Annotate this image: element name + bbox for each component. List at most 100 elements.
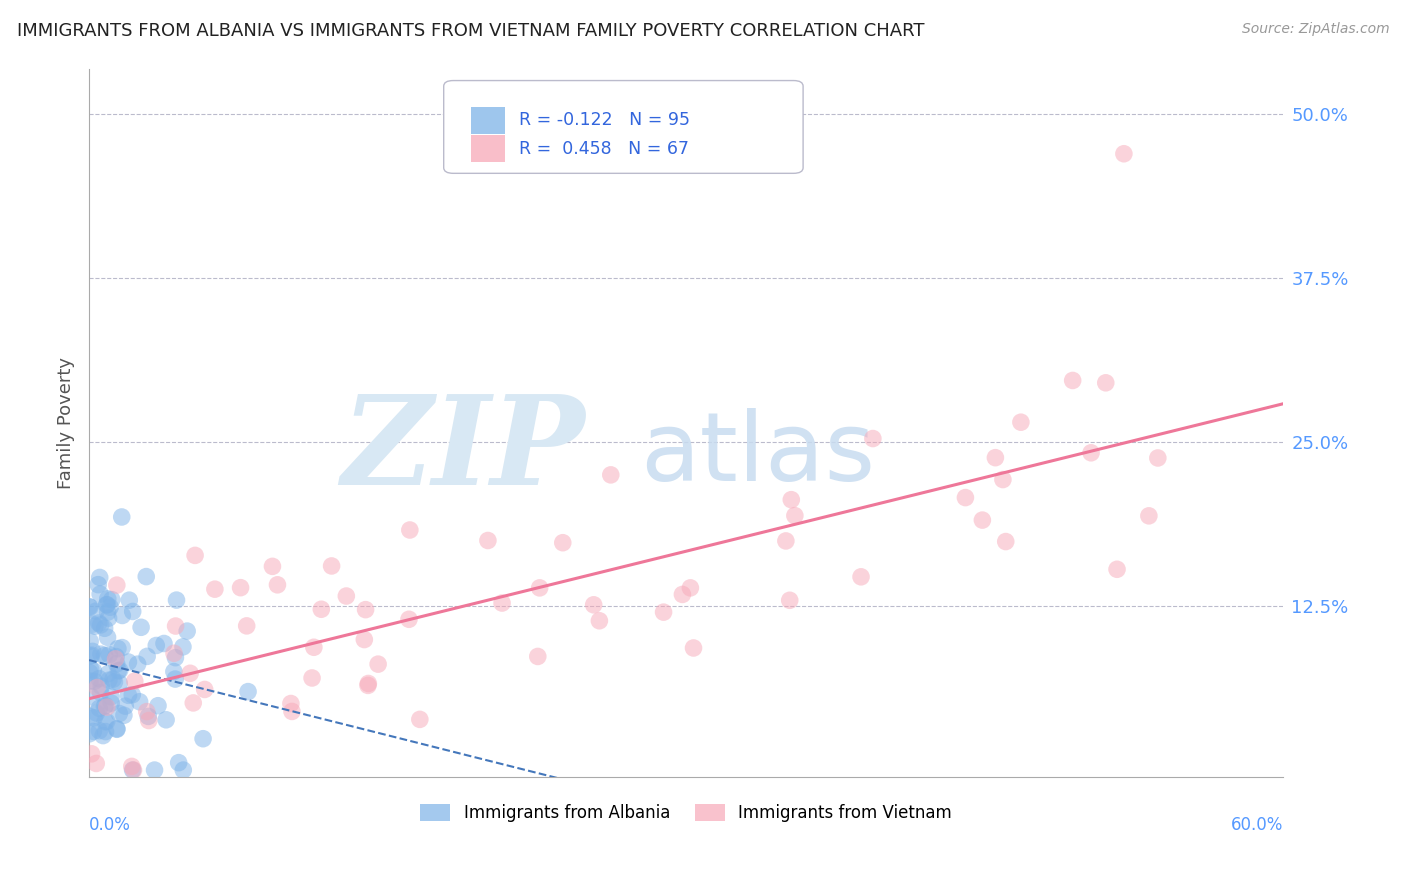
Point: [84, 756, 107, 771]
Point: [87, 577, 110, 591]
Point: [101, 672, 124, 686]
Point: [93, 648, 115, 663]
Point: [321, 558, 343, 573]
Point: [98, 648, 121, 662]
Point: [526, 649, 548, 664]
Legend: Immigrants from Albania, Immigrants from Vietnam: Immigrants from Albania, Immigrants from…: [413, 797, 959, 829]
Point: [97, 611, 120, 625]
Point: [121, 759, 143, 773]
Point: [165, 672, 187, 686]
Text: atlas: atlas: [640, 408, 876, 501]
Point: [87, 615, 110, 630]
Point: [100, 690, 122, 704]
Point: [111, 640, 134, 655]
Point: [588, 614, 610, 628]
Point: [682, 640, 704, 655]
Point: [90, 618, 112, 632]
Point: [105, 723, 128, 737]
Point: [136, 649, 159, 664]
Text: R =  0.458   N = 67: R = 0.458 N = 67: [519, 139, 689, 158]
Text: IMMIGRANTS FROM ALBANIA VS IMMIGRANTS FROM VIETNAM FAMILY POVERTY CORRELATION CH: IMMIGRANTS FROM ALBANIA VS IMMIGRANTS FR…: [17, 22, 924, 40]
Point: [172, 640, 194, 654]
Point: [80, 747, 103, 761]
Point: [281, 705, 304, 719]
Point: [105, 657, 128, 671]
Point: [83, 619, 105, 633]
Point: [79, 665, 101, 680]
Point: [679, 581, 702, 595]
Point: [80, 690, 103, 704]
Point: [357, 678, 380, 692]
Point: [103, 675, 125, 690]
Point: [97, 666, 120, 681]
Point: [96, 598, 118, 612]
Point: [129, 620, 152, 634]
Point: [97, 591, 120, 606]
Point: [96, 714, 118, 729]
Point: [79, 648, 101, 663]
Point: [83, 711, 105, 725]
Point: [167, 756, 190, 770]
Point: [94, 698, 117, 713]
Point: [105, 578, 128, 592]
Point: [235, 619, 257, 633]
Point: [90, 679, 112, 693]
Point: [972, 513, 994, 527]
Point: [1137, 508, 1160, 523]
Point: [86, 706, 108, 720]
Text: Source: ZipAtlas.com: Source: ZipAtlas.com: [1241, 22, 1389, 37]
Point: [367, 657, 389, 672]
Point: [311, 602, 333, 616]
Point: [79, 600, 101, 615]
Point: [108, 706, 131, 721]
Point: [89, 570, 111, 584]
Point: [138, 714, 160, 728]
Point: [491, 596, 513, 610]
Point: [266, 578, 288, 592]
Point: [353, 632, 375, 647]
Text: ZIP: ZIP: [340, 390, 585, 512]
Text: 0.0%: 0.0%: [89, 815, 131, 833]
Point: [82, 644, 104, 658]
Point: [93, 699, 115, 714]
Point: [82, 617, 104, 632]
FancyBboxPatch shape: [444, 80, 803, 173]
Point: [181, 696, 204, 710]
Y-axis label: Family Poverty: Family Poverty: [58, 357, 75, 489]
Point: [118, 593, 141, 607]
Point: [89, 587, 111, 601]
Point: [165, 619, 187, 633]
Point: [80, 662, 103, 676]
Point: [398, 612, 420, 626]
Text: 60.0%: 60.0%: [1230, 815, 1284, 833]
Point: [179, 666, 201, 681]
Point: [93, 621, 115, 635]
Point: [184, 549, 207, 563]
Point: [652, 605, 675, 619]
Point: [955, 491, 977, 505]
Point: [994, 534, 1017, 549]
Point: [862, 432, 884, 446]
Point: [97, 673, 120, 688]
Point: [84, 604, 107, 618]
Point: [301, 671, 323, 685]
Point: [96, 630, 118, 644]
Point: [145, 639, 167, 653]
Point: [153, 636, 176, 650]
Point: [117, 689, 139, 703]
Point: [477, 533, 499, 548]
Point: [101, 592, 124, 607]
Point: [107, 664, 129, 678]
Point: [121, 763, 143, 777]
Point: [121, 688, 143, 702]
Point: [82, 724, 104, 739]
Point: [87, 672, 110, 686]
Point: [599, 467, 621, 482]
Point: [105, 649, 128, 664]
Point: [780, 492, 803, 507]
Point: [136, 709, 159, 723]
Point: [163, 646, 186, 660]
Point: [783, 508, 806, 523]
Point: [165, 650, 187, 665]
Point: [262, 559, 284, 574]
